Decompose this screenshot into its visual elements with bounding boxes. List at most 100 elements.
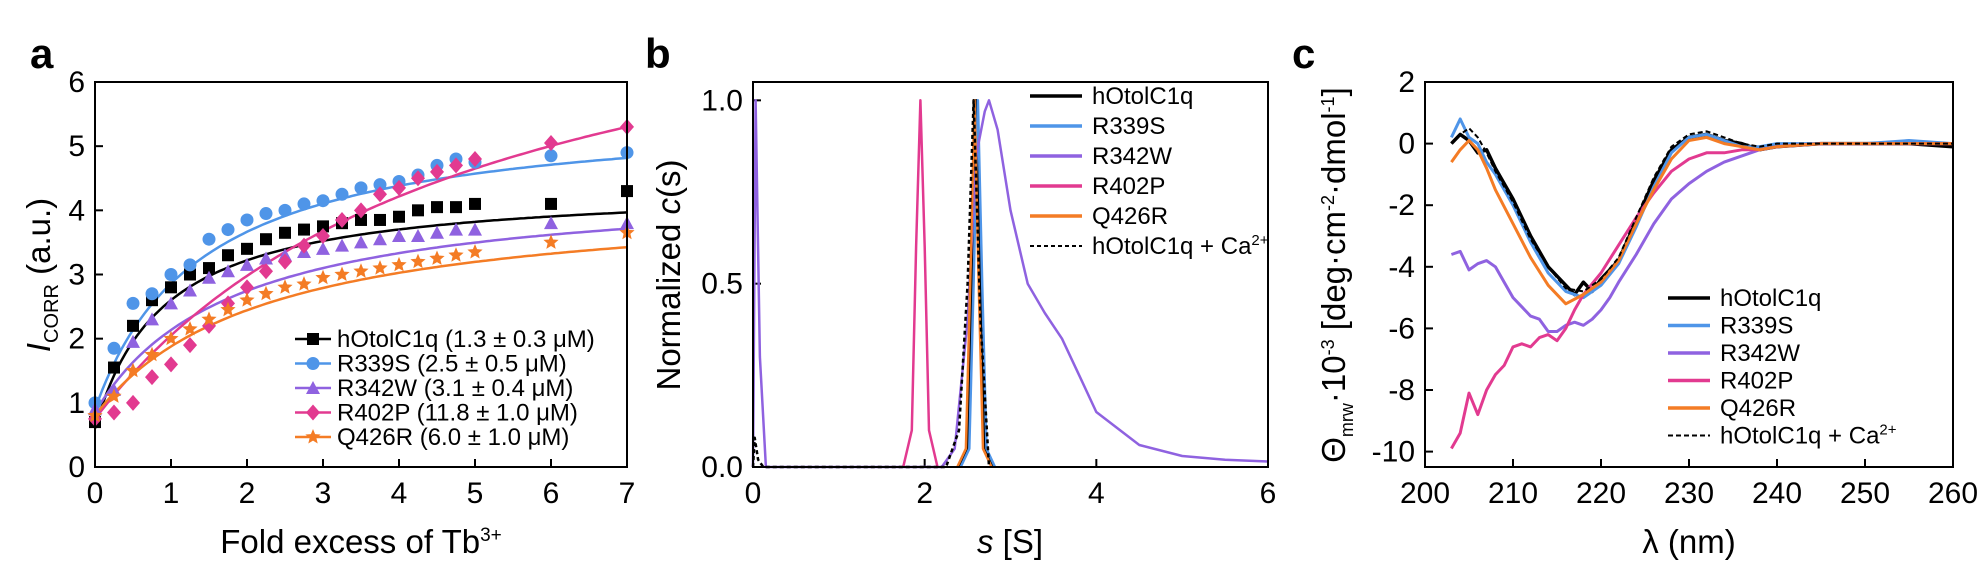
panel-b-xlabel-main: s xyxy=(977,523,994,560)
c-legend-label-r402p: R402P xyxy=(1720,368,1793,395)
b-legend-text-r339s: R339S xyxy=(1092,113,1165,140)
c-legend-label-hotolc1q-ca: hOtolC1q + Ca2+ xyxy=(1720,422,1897,450)
data-point-q426r xyxy=(467,244,483,259)
panel-c-ylabel-exp3: -1 xyxy=(1318,96,1338,112)
b-legend-label-hotolc1q-ca: hOtolC1q + Ca2+ xyxy=(1092,232,1269,260)
panel-c: c -10 -8 -6 -4 -2 0 2 200 210 220 230 240 250 260 λ … xyxy=(1292,30,1978,560)
data-point-q426r xyxy=(220,301,236,317)
legend-label-hotolc1q: hOtolC1q (1.3 ± 0.3 μM) xyxy=(337,326,595,353)
legend-label-r342w: R342W (3.1 ± 0.4 μM) xyxy=(337,375,573,402)
data-point-r342w xyxy=(430,225,444,239)
panel-b-y-ticks: 0.0 0.5 1.0 xyxy=(701,84,761,484)
panel-c-ylabel-exp: -3 xyxy=(1318,339,1338,355)
c-legend-text-r402p: R402P xyxy=(1720,368,1793,395)
b-x-tick-label: 6 xyxy=(1260,477,1277,510)
c-series-line-hotolc1q-ca xyxy=(1450,127,1953,293)
data-point-q426r xyxy=(353,263,369,278)
panel-a-legend: hOtolC1q (1.3 ± 0.3 μM)R339S (2.5 ± 0.5 … xyxy=(295,326,595,451)
b-legend-label-r342w: R342W xyxy=(1092,143,1172,170)
data-point-r339s xyxy=(126,296,140,310)
data-point-r342w xyxy=(354,235,368,249)
c-legend-label-hotolc1q: hOtolC1q xyxy=(1720,285,1821,312)
data-point-q426r xyxy=(258,285,274,301)
panel-a-y-axis-label: ICORR (a.u.) xyxy=(20,198,63,352)
data-point-r402p xyxy=(430,163,444,180)
panel-b: b 0.0 0.5 1.0 0 2 4 6 s [S] Normalized c(s) h… xyxy=(645,30,1276,560)
data-point-q426r xyxy=(391,256,407,272)
panel-c-ylabel-unit2: ·dmol xyxy=(1315,112,1352,195)
data-point-hotolc1q xyxy=(165,281,177,294)
legend-marker-q426r xyxy=(305,429,321,444)
data-point-r402p xyxy=(297,237,311,254)
c-legend-text-hotolc1q: hOtolC1q xyxy=(1720,285,1821,312)
panel-a-data-points xyxy=(87,118,635,429)
data-point-q426r xyxy=(144,346,160,362)
c-x-tick-label: 200 xyxy=(1400,477,1450,510)
a-y-tick-label: 5 xyxy=(68,130,85,163)
c-x-tick-label: 230 xyxy=(1664,477,1714,510)
data-point-r342w xyxy=(449,222,463,236)
data-point-hotolc1q xyxy=(184,268,196,281)
data-point-r402p xyxy=(259,263,273,280)
panel-c-ylabel-sub: mrw xyxy=(1337,402,1357,437)
data-point-r402p xyxy=(411,170,425,187)
data-point-r342w xyxy=(259,251,273,265)
data-point-q426r xyxy=(182,321,198,336)
data-point-q426r xyxy=(201,311,217,326)
b-legend-text-r402p: R402P xyxy=(1092,173,1165,200)
legend-label-r402p: R402P (11.8 ± 1.0 μM) xyxy=(337,400,578,427)
data-point-hotolc1q xyxy=(127,319,139,332)
data-point-r402p xyxy=(164,356,178,373)
panel-a-xlabel-main: Fold excess of Tb xyxy=(220,523,480,560)
b-legend-text-hotolc1q-ca: hOtolC1q + Ca xyxy=(1092,233,1252,260)
data-point-r402p xyxy=(354,202,368,219)
panel-a-x-axis-label: Fold excess of Tb3+ xyxy=(220,523,502,560)
c-x-tick-label: 260 xyxy=(1928,477,1978,510)
data-point-q426r xyxy=(334,266,350,281)
data-point-r402p xyxy=(392,179,406,196)
panel-c-plot-frame xyxy=(1424,81,1954,468)
data-point-hotolc1q xyxy=(260,233,272,246)
legend-marker-hotolc1q xyxy=(307,333,319,345)
b-series-line-hotolc1q-ca xyxy=(751,99,991,469)
panel-c-y-ticks: -10 -8 -6 -4 -2 0 2 xyxy=(1372,66,1433,469)
data-point-q426r xyxy=(543,234,559,249)
legend-marker-r342w xyxy=(306,381,320,394)
c-legend-text-r339s: R339S xyxy=(1720,313,1793,340)
panel-b-series-lines xyxy=(751,99,1269,469)
panel-b-xlabel-unit: [S] xyxy=(993,523,1043,560)
data-point-hotolc1q xyxy=(298,223,310,236)
panel-c-y-axis-label: Θmrw·10-3 [deg·cm-2·dmol-1] xyxy=(1315,87,1357,463)
data-point-r402p xyxy=(544,134,558,151)
data-point-hotolc1q xyxy=(412,204,424,217)
data-point-r402p xyxy=(449,157,463,174)
data-point-r339s xyxy=(107,341,121,355)
data-point-r342w xyxy=(221,264,235,278)
data-point-r339s xyxy=(183,258,197,272)
a-x-tick-label: 4 xyxy=(391,477,408,510)
c-x-tick-label: 250 xyxy=(1840,477,1890,510)
panel-b-ylabel-main: c xyxy=(650,197,687,214)
a-y-tick-label: 6 xyxy=(68,66,85,99)
data-point-r339s xyxy=(297,197,311,211)
data-point-r342w xyxy=(335,238,349,252)
data-point-hotolc1q xyxy=(545,197,557,210)
panel-b-plot-frame xyxy=(752,81,1269,468)
b-y-tick-label: 0.0 xyxy=(701,451,743,484)
c-y-tick-label: 2 xyxy=(1398,66,1415,99)
data-point-r339s xyxy=(278,203,292,217)
b-series-line-r342w xyxy=(751,99,1269,469)
a-x-tick-label: 3 xyxy=(315,477,332,510)
data-point-r339s xyxy=(544,149,558,163)
data-point-r339s xyxy=(164,268,178,281)
data-point-hotolc1q xyxy=(317,220,329,233)
data-point-r339s xyxy=(202,232,216,246)
a-y-tick-label: 1 xyxy=(68,387,85,420)
data-point-hotolc1q xyxy=(374,213,386,226)
data-point-r342w xyxy=(126,334,140,348)
b-legend-sup-hotolc1q-ca: 2+ xyxy=(1251,232,1268,249)
b-legend-text-q426r: Q426R xyxy=(1092,203,1168,230)
panel-b-y-axis-label: Normalized c(s) xyxy=(650,159,687,390)
data-point-hotolc1q xyxy=(279,226,291,239)
